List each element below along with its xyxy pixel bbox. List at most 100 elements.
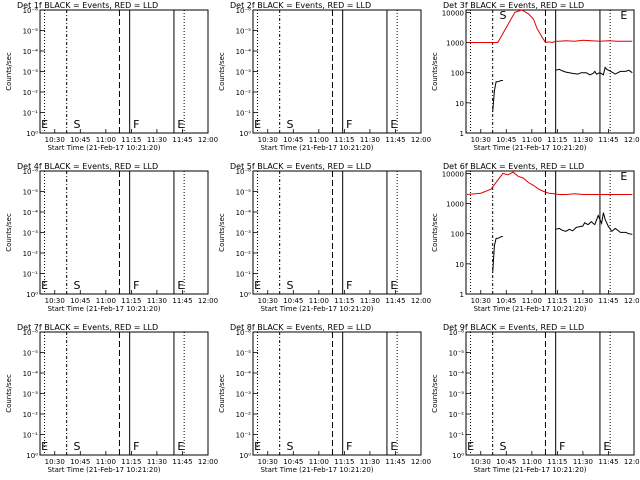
x-tick-label: 10:45 xyxy=(496,297,516,305)
y-tick-label: 10⁻³ xyxy=(23,230,39,238)
x-tick-label: 12:00 xyxy=(624,297,640,305)
x-tick-label: 11:45 xyxy=(598,297,618,305)
x-tick-label: 10:30 xyxy=(258,458,278,466)
y-axis-label: Counts/sec xyxy=(218,213,226,252)
y-tick-label: 10⁻⁴ xyxy=(23,209,39,217)
plot-frame xyxy=(465,170,635,295)
y-tick-label: 10⁻¹ xyxy=(236,110,252,118)
y-tick-label: 10⁻³ xyxy=(236,230,252,238)
x-tick-label: 10:45 xyxy=(70,297,90,305)
plot-frame xyxy=(465,331,635,456)
y-tick-label: 10⁻² xyxy=(23,250,39,258)
x-tick-label: 11:30 xyxy=(360,458,380,466)
phase-marker-label: E xyxy=(390,118,397,131)
x-tick-label: 11:15 xyxy=(547,458,567,466)
phase-marker-label: S xyxy=(73,118,80,131)
x-tick-label: 11:45 xyxy=(598,136,618,144)
y-axis-label: Counts/sec xyxy=(218,52,226,91)
phase-marker-label: E xyxy=(254,279,261,292)
y-tick-label: 10⁻⁶ xyxy=(236,168,252,176)
y-tick-label: 10⁻⁶ xyxy=(23,168,39,176)
x-tick-label: 11:00 xyxy=(522,136,542,144)
y-tick-label: 10⁻³ xyxy=(23,391,39,399)
y-tick-label: 10⁻² xyxy=(449,411,465,419)
y-tick-label: 10⁻⁴ xyxy=(236,48,252,56)
y-tick-label: 10⁰ xyxy=(452,452,464,460)
chart-panel: Det 7f BLACK = Events, RED = LLD 10⁰ 10⁻¹ 1… xyxy=(5,323,218,474)
x-tick-label: 11:00 xyxy=(309,297,329,305)
x-tick-label: 12:00 xyxy=(198,458,218,466)
chart-title: Det 8f BLACK = Events, RED = LLD xyxy=(230,323,371,332)
phase-marker-label: F xyxy=(133,118,139,131)
y-axis-label: Counts/sec xyxy=(5,374,13,413)
y-tick-label: 10⁻¹ xyxy=(449,432,465,440)
x-tick-label: 11:15 xyxy=(334,458,354,466)
x-tick-label: 11:00 xyxy=(96,136,116,144)
y-tick-label: 100 xyxy=(451,70,464,78)
events-series-line xyxy=(492,80,503,112)
x-tick-label: 10:45 xyxy=(70,136,90,144)
y-tick-label: 10⁻⁵ xyxy=(236,189,252,197)
phase-marker-label: E xyxy=(177,279,184,292)
x-axis-label: Start Time (21-Feb-17 10:21:20) xyxy=(260,305,373,313)
lld-series-line xyxy=(467,9,633,44)
phase-marker-label: S xyxy=(73,440,80,453)
x-tick-label: 11:00 xyxy=(522,458,542,466)
y-tick-label: 10⁻⁶ xyxy=(449,329,465,337)
phase-marker-label: S xyxy=(73,279,80,292)
y-tick-label: 10⁻⁵ xyxy=(23,189,39,197)
phase-marker-label: E xyxy=(603,440,610,453)
x-tick-label: 10:45 xyxy=(70,458,90,466)
phase-marker-label: E xyxy=(177,440,184,453)
x-tick-label: 11:15 xyxy=(121,136,141,144)
y-axis-label: Counts/sec xyxy=(431,52,439,91)
x-tick-label: 11:45 xyxy=(172,297,192,305)
chart-panel: Det 4f BLACK = Events, RED = LLD 10⁰ 10⁻¹ 1… xyxy=(5,162,218,313)
y-tick-label: 10⁻⁵ xyxy=(23,350,39,358)
lld-series-line xyxy=(467,171,633,195)
phase-marker-label: E xyxy=(467,440,474,453)
x-axis-label: Start Time (21-Feb-17 10:21:20) xyxy=(47,466,160,474)
x-tick-label: 11:15 xyxy=(547,297,567,305)
phase-marker-label: S xyxy=(499,440,506,453)
x-tick-label: 11:30 xyxy=(573,458,593,466)
x-axis-label: Start Time (21-Feb-17 10:21:20) xyxy=(473,305,586,313)
phase-marker-label: F xyxy=(133,279,139,292)
x-tick-label: 11:45 xyxy=(172,458,192,466)
phase-marker-label: S xyxy=(286,118,293,131)
plot-frame xyxy=(465,9,635,134)
x-axis-label: Start Time (21-Feb-17 10:21:20) xyxy=(260,144,373,152)
y-tick-label: 1000 xyxy=(446,201,464,209)
y-tick-label: 100 xyxy=(451,231,464,239)
y-tick-label: 10⁻⁶ xyxy=(23,329,39,337)
y-tick-label: 10⁻² xyxy=(236,89,252,97)
x-tick-label: 10:45 xyxy=(496,136,516,144)
x-axis-label: Start Time (21-Feb-17 10:21:20) xyxy=(473,466,586,474)
y-tick-label: 10⁻³ xyxy=(236,391,252,399)
phase-marker-label: F xyxy=(559,440,565,453)
x-tick-label: 10:30 xyxy=(471,297,491,305)
x-axis-label: Start Time (21-Feb-17 10:21:20) xyxy=(260,466,373,474)
chart-title: Det 3f BLACK = Events, RED = LLD xyxy=(443,1,584,10)
plot-frame xyxy=(252,9,422,134)
x-tick-label: 10:30 xyxy=(258,136,278,144)
phase-marker-label: E xyxy=(254,118,261,131)
chart-panel: Det 9f BLACK = Events, RED = LLD 10⁰ 10⁻¹ 1… xyxy=(431,323,640,474)
plot-frame xyxy=(39,170,209,295)
x-tick-label: 11:30 xyxy=(360,136,380,144)
plot-frame xyxy=(39,331,209,456)
phase-marker-label: E xyxy=(620,9,627,22)
y-tick-label: 10⁰ xyxy=(26,291,38,299)
phase-marker-label: E xyxy=(390,279,397,292)
chart-title: Det 7f BLACK = Events, RED = LLD xyxy=(17,323,158,332)
phase-marker-label: F xyxy=(346,279,352,292)
x-tick-label: 11:30 xyxy=(573,297,593,305)
y-tick-label: 10⁻⁶ xyxy=(23,7,39,15)
y-tick-label: 10⁻¹ xyxy=(23,110,39,118)
x-tick-label: 11:00 xyxy=(522,297,542,305)
x-tick-label: 10:30 xyxy=(258,297,278,305)
x-tick-label: 12:00 xyxy=(624,136,640,144)
chart-panel: Det 8f BLACK = Events, RED = LLD 10⁰ 10⁻¹ 1… xyxy=(218,323,431,474)
x-tick-label: 11:45 xyxy=(385,297,405,305)
